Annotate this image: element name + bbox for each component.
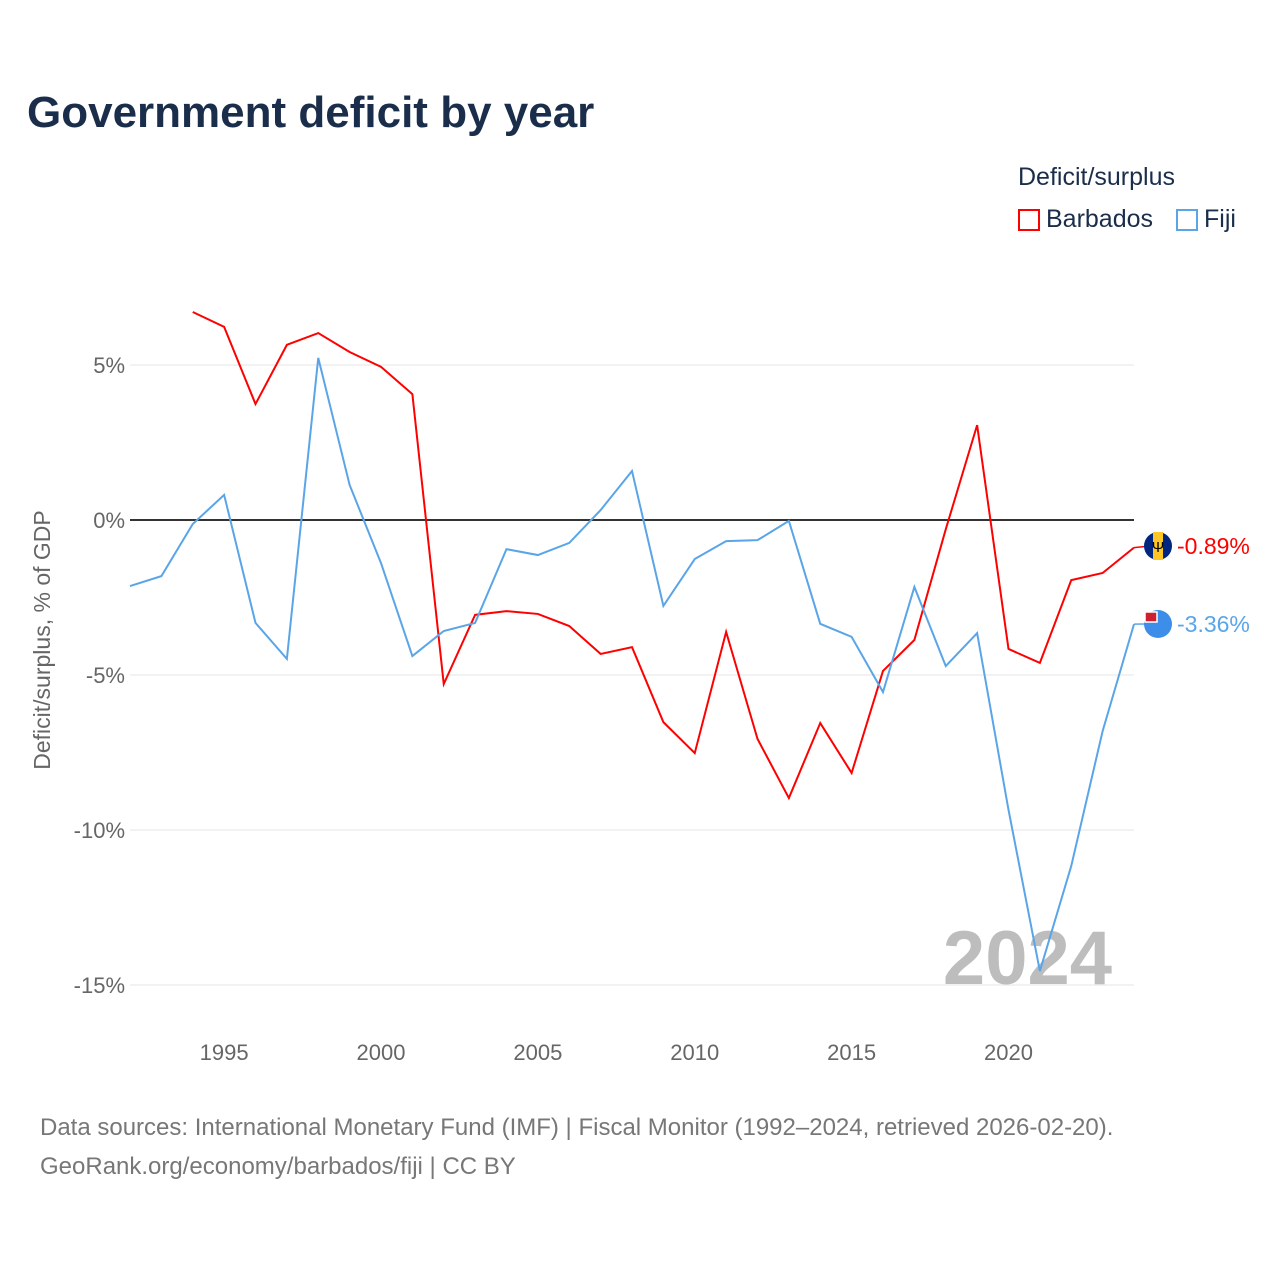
- y-tick-label: 5%: [93, 353, 125, 378]
- end-value-label: -0.89%: [1177, 533, 1250, 559]
- x-tick-label: 2015: [827, 1040, 876, 1065]
- chart-title: Government deficit by year: [27, 88, 595, 137]
- legend-label: Fiji: [1204, 205, 1236, 233]
- source-note: Data sources: International Monetary Fun…: [40, 1108, 1113, 1186]
- legend-swatch: [1176, 208, 1198, 231]
- x-tick-label: 2020: [984, 1040, 1033, 1065]
- y-tick-label: -5%: [86, 663, 125, 688]
- source-line: Data sources: International Monetary Fun…: [40, 1114, 1114, 1141]
- x-tick-label: 2005: [513, 1040, 562, 1065]
- trident-icon: Ψ: [1152, 539, 1165, 556]
- series-line-barbados: [192, 311, 1135, 801]
- year-watermark: 2024: [943, 916, 1112, 1001]
- end-value-label: -3.36%: [1177, 611, 1250, 637]
- flag-stripe: [1153, 532, 1163, 560]
- union-jack-icon: [1144, 611, 1158, 623]
- y-tick-label: -15%: [74, 973, 125, 998]
- legend-title: Deficit/surplus: [1018, 163, 1175, 191]
- y-tick-label: 0%: [93, 508, 125, 533]
- x-tick-label: 2010: [670, 1040, 719, 1065]
- legend-item-fiji[interactable]: Fiji: [1176, 205, 1236, 234]
- x-tick-label: 1995: [200, 1040, 249, 1065]
- source-url: GeoRank.org/economy/barbados/fiji | CC B…: [40, 1153, 516, 1180]
- legend-label: Barbados: [1046, 205, 1154, 233]
- series-line-fiji: [129, 357, 1135, 972]
- legend-swatch: [1018, 208, 1040, 231]
- legend-item-barbados[interactable]: Barbados: [1018, 205, 1153, 234]
- y-tick-label: -10%: [74, 818, 125, 843]
- y-axis-label: Deficit/surplus, % of GDP: [29, 510, 55, 769]
- x-tick-label: 2000: [357, 1040, 406, 1065]
